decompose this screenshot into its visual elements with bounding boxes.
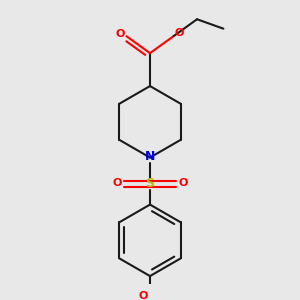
Text: O: O: [178, 178, 188, 188]
Text: S: S: [146, 177, 154, 190]
Text: O: O: [115, 29, 124, 39]
Text: O: O: [139, 291, 148, 300]
Text: N: N: [145, 150, 155, 163]
Text: O: O: [112, 178, 122, 188]
Text: O: O: [175, 28, 184, 38]
